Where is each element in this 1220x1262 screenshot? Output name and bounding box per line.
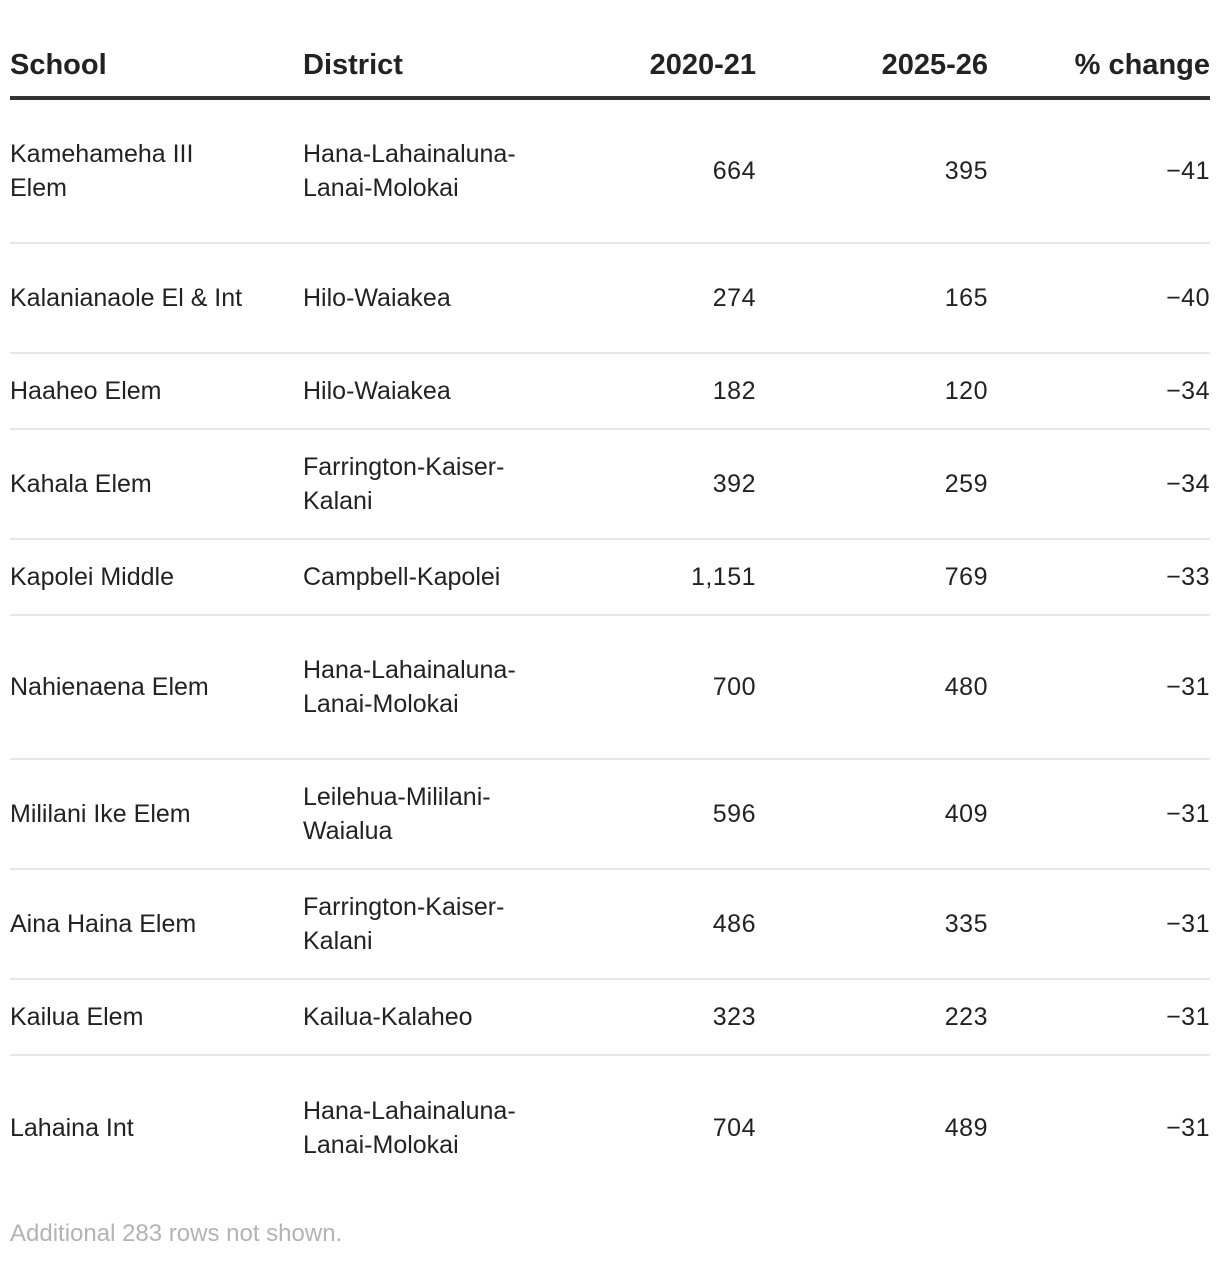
cell-percent-change: −33 (988, 539, 1210, 616)
cell-school: Mililani Ike Elem (10, 759, 303, 870)
cell-2025-26: 480 (756, 615, 988, 760)
header-percent-change[interactable]: % change (988, 0, 1210, 100)
cell-2020-21: 596 (553, 759, 756, 870)
cell-2025-26: 165 (756, 243, 988, 354)
table-row: Kailua Elem Kailua-Kalaheo 323 223 −31 (10, 979, 1210, 1056)
cell-percent-change: −31 (988, 979, 1210, 1056)
cell-2020-21: 700 (553, 615, 756, 760)
table-row: Kalanianaole El & Int Hilo-Waiakea 274 1… (10, 243, 1210, 354)
cell-district: Hilo-Waiakea (303, 353, 553, 430)
cell-2020-21: 274 (553, 243, 756, 354)
cell-2025-26: 335 (756, 869, 988, 980)
cell-school: Aina Haina Elem (10, 869, 303, 980)
cell-school: Kalanianaole El & Int (10, 243, 303, 354)
cell-2020-21: 704 (712, 1113, 756, 1142)
header-2020-21[interactable]: 2020-21 (553, 0, 756, 100)
cell-percent-change: −31 (988, 615, 1210, 760)
cell-school: Haaheo Elem (10, 353, 303, 430)
table-container: School District 2020-21 2025-26 % change… (10, 0, 1210, 1199)
cell-2025-26: 489 (944, 1113, 988, 1142)
table-row: Kamehameha III Elem Hana-Lahainaluna-Lan… (10, 98, 1210, 244)
cell-percent-change: −41 (988, 98, 1210, 244)
cell-district: Hana-Lahainaluna-Lanai-Molokai (303, 98, 553, 244)
table-row: Lahaina Int Hana-Lahainaluna-Lanai-Molok… (10, 1055, 1210, 1199)
cell-percent-change: −34 (988, 429, 1210, 540)
header-2025-26[interactable]: 2025-26 (756, 0, 988, 100)
table-header: School District 2020-21 2025-26 % change (10, 0, 1210, 100)
cell-percent-change: −40 (988, 243, 1210, 354)
cell-percent-change: −31 (988, 869, 1210, 980)
cell-2020-21: 323 (553, 979, 756, 1056)
rows-not-shown-note: Additional 283 rows not shown. (10, 1220, 343, 1247)
cell-2025-26: 120 (756, 353, 988, 430)
cell-school: Kapolei Middle (10, 539, 303, 616)
cell-2025-26: 409 (756, 759, 988, 870)
cell-2020-21: 486 (553, 869, 756, 980)
table-row: Aina Haina Elem Farrington-Kaiser-Kalani… (10, 869, 1210, 980)
cell-2025-26: 223 (756, 979, 988, 1056)
cell-district: Farrington-Kaiser-Kalani (303, 429, 553, 540)
cell-district: Campbell-Kapolei (303, 539, 553, 616)
cell-school: Kamehameha III Elem (10, 98, 303, 244)
cell-district: Leilehua-Mililani-Waialua (303, 759, 553, 870)
cell-2020-21: 182 (553, 353, 756, 430)
table-row: Kahala Elem Farrington-Kaiser-Kalani 392… (10, 429, 1210, 540)
cell-district: Hana-Lahainaluna-Lanai-Molokai (303, 615, 553, 760)
cell-district: Kailua-Kalaheo (303, 979, 553, 1056)
enrollment-table: School District 2020-21 2025-26 % change… (10, 0, 1210, 1199)
cell-2025-26: 769 (756, 539, 988, 616)
cell-district: Farrington-Kaiser-Kalani (303, 869, 553, 980)
table-row: Kapolei Middle Campbell-Kapolei 1,151 76… (10, 539, 1210, 616)
header-row: School District 2020-21 2025-26 % change (10, 0, 1210, 100)
cell-2020-21: 1,151 (553, 539, 756, 616)
table-body: Kamehameha III Elem Hana-Lahainaluna-Lan… (10, 98, 1210, 1199)
cell-2020-21: 664 (553, 98, 756, 244)
header-district[interactable]: District (303, 0, 553, 100)
cell-percent-change: −31 (1166, 1113, 1210, 1142)
cell-school: Lahaina Int (10, 1113, 134, 1142)
table-row: Nahienaena Elem Hana-Lahainaluna-Lanai-M… (10, 615, 1210, 760)
table-row: Haaheo Elem Hilo-Waiakea 182 120 −34 (10, 353, 1210, 430)
cell-percent-change: −31 (988, 759, 1210, 870)
cell-2020-21: 392 (553, 429, 756, 540)
header-school[interactable]: School (10, 0, 303, 100)
cell-2025-26: 395 (756, 98, 988, 244)
table-row: Mililani Ike Elem Leilehua-Mililani-Waia… (10, 759, 1210, 870)
cell-school: Nahienaena Elem (10, 615, 303, 760)
cell-district: Hana-Lahainaluna-Lanai-Molokai (303, 1096, 516, 1159)
cell-school: Kahala Elem (10, 429, 303, 540)
cell-district: Hilo-Waiakea (303, 243, 553, 354)
cell-2025-26: 259 (756, 429, 988, 540)
cell-percent-change: −34 (988, 353, 1210, 430)
cell-school: Kailua Elem (10, 979, 303, 1056)
